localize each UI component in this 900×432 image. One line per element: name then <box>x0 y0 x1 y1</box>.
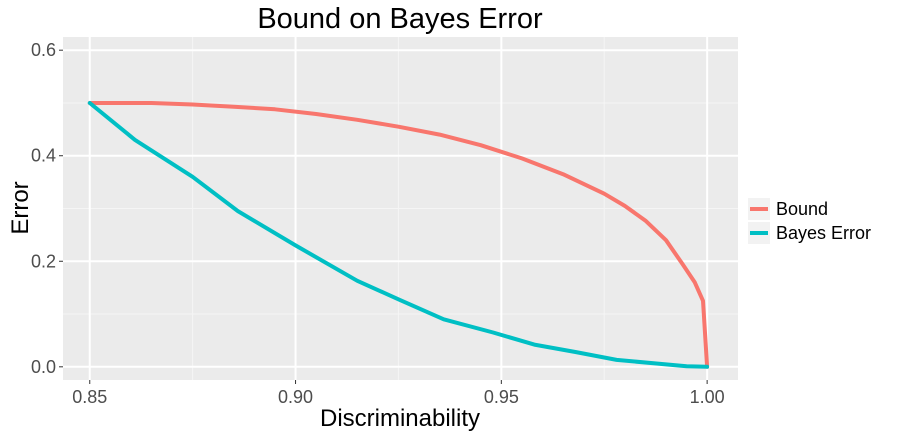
chart-title: Bound on Bayes Error <box>257 3 543 35</box>
x-tick-label: 1.00 <box>690 387 725 407</box>
series-layer <box>87 101 710 369</box>
legend-label-bayes-error: Bayes Error <box>776 223 871 243</box>
x-tick-label: 0.95 <box>484 387 519 407</box>
x-tick-label: 0.85 <box>72 387 107 407</box>
y-tick-label: 0.2 <box>31 251 56 271</box>
x-axis-title: Discriminability <box>320 405 480 432</box>
x-tick-label: 0.90 <box>278 387 313 407</box>
minor-gridlines <box>63 37 738 380</box>
series-line-bayes-error <box>87 101 710 369</box>
y-axis-title: Error <box>7 181 34 234</box>
major-gridlines <box>63 37 738 380</box>
y-tick-label: 0.0 <box>31 357 56 377</box>
y-tick-label: 0.6 <box>31 40 56 60</box>
y-tick-label: 0.4 <box>31 146 56 166</box>
series-line-bound <box>87 101 710 369</box>
x-axis: 0.85 0.90 0.95 1.00 <box>72 380 725 407</box>
legend-label-bound: Bound <box>776 199 828 219</box>
y-axis: 0.0 0.2 0.4 0.6 <box>31 40 63 377</box>
legend: Bound Bayes Error <box>748 198 871 244</box>
